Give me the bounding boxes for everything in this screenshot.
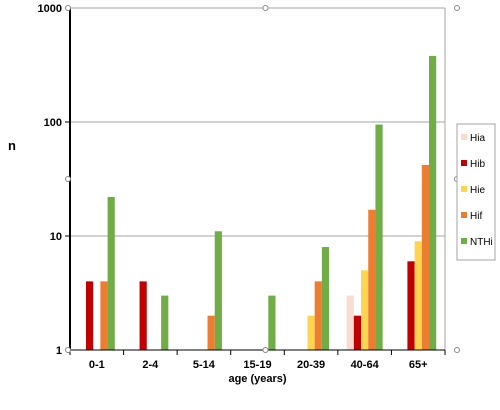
legend-swatch-hib (461, 160, 467, 166)
resize-handle[interactable] (454, 5, 460, 11)
bar-hif-40-64 (368, 209, 376, 350)
bar-hie-20-39 (307, 315, 315, 350)
bar-nthi-2-4 (161, 295, 169, 350)
gridlines (65, 7, 446, 355)
legend-swatch-nthi (461, 238, 467, 244)
bar-hib-40-64 (353, 315, 362, 350)
bar-hib-0-1 (85, 281, 94, 350)
x-axis-label: age (years) (228, 373, 286, 385)
x-tick-label: 15-19 (243, 359, 271, 371)
legend-label-nthi: NTHi (470, 237, 493, 248)
legend-label-hia: Hia (470, 133, 485, 144)
legend-swatch-hia (461, 134, 467, 140)
bar-hif-0-1 (100, 281, 108, 350)
bar-nthi-15-19 (268, 295, 276, 350)
y-tick-labels: 1 10 100 1000 (38, 3, 62, 357)
bar-nthi-40-64 (375, 124, 383, 350)
legend-label-hib: Hib (470, 159, 485, 170)
bar-nthi-5-14 (214, 231, 222, 350)
legend-swatch-hif (461, 212, 467, 218)
x-tick-label: 40-64 (351, 359, 380, 371)
selection-handles (65, 5, 460, 353)
bar-hie-65+ (414, 241, 422, 350)
legend: Hia Hib Hie Hif NTHi (456, 123, 496, 261)
x-tick-label: 0-1 (89, 359, 105, 371)
x-tick-label: 2-4 (142, 359, 159, 371)
bars (85, 55, 437, 351)
axes (69, 8, 445, 351)
y-tick-label: 100 (44, 117, 62, 129)
bar-nthi-65+ (429, 55, 437, 351)
bar-hif-5-14 (207, 315, 215, 350)
bar-hib-2-4 (139, 281, 147, 350)
resize-handle[interactable] (454, 347, 460, 353)
resize-handle[interactable] (262, 5, 269, 11)
legend-swatch-hie (461, 186, 467, 192)
resize-handle[interactable] (65, 347, 71, 353)
legend-label-hif: Hif (470, 211, 482, 222)
x-tick-labels: 0-1 2-4 5-14 15-19 20-39 40-64 65+ (89, 359, 428, 371)
legend-label-hie: Hie (470, 185, 485, 196)
resize-handle[interactable] (65, 5, 71, 11)
y-tick-label: 1000 (38, 3, 62, 15)
x-tick-label: 65+ (409, 359, 428, 371)
x-tick-label: 20-39 (297, 359, 325, 371)
y-tick-label: 10 (50, 231, 62, 243)
bar-hia-40-64 (346, 295, 354, 350)
x-tick-label: 5-14 (193, 359, 216, 371)
bar-hie-40-64 (361, 270, 369, 350)
resize-handle[interactable] (262, 347, 269, 353)
bar-hif-20-39 (314, 281, 322, 350)
bar-nthi-0-1 (107, 196, 115, 350)
y-axis-label: n (8, 138, 16, 153)
bar-hib-65+ (407, 261, 415, 350)
bar-hif-65+ (421, 164, 430, 350)
y-tick-label: 1 (56, 345, 62, 357)
resize-handle[interactable] (65, 176, 71, 182)
bar-nthi-20-39 (321, 247, 330, 350)
